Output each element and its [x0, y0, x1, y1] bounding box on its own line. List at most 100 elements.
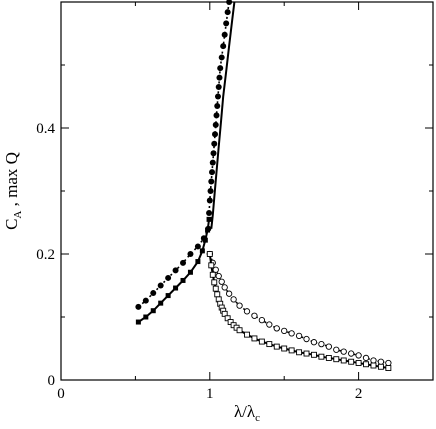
series-3-point: [236, 302, 243, 309]
series-1-point: [187, 251, 194, 257]
series-0-point: [150, 308, 156, 314]
fit-line-0: [210, 1, 236, 229]
series-4-point: [370, 362, 377, 369]
x-axis-label: λ/λc: [234, 402, 260, 424]
series-1-line: [137, 228, 210, 308]
series-2-point: [209, 169, 216, 176]
series-1-point: [135, 303, 142, 310]
series-4-point: [355, 360, 362, 366]
series-2-point: [217, 65, 224, 72]
series-2-point: [221, 31, 228, 38]
series-4-point: [206, 251, 213, 257]
series-4-point: [281, 345, 288, 352]
y-axis-label: CA , max Q: [2, 152, 24, 230]
series-4-point: [209, 271, 216, 278]
series-4-point: [288, 347, 295, 354]
y-tick-label: 0.4: [36, 121, 55, 137]
series-3-point: [288, 330, 295, 337]
series-2-point: [226, 0, 233, 5]
series-0-point: [206, 216, 212, 222]
series-1-point: [142, 297, 149, 304]
series-0-point: [180, 277, 186, 283]
series-layer: [135, 0, 392, 371]
series-3-point: [251, 312, 258, 319]
series-3-point: [258, 316, 266, 324]
series-1-point: [165, 274, 172, 281]
series-2-point: [210, 150, 217, 157]
series-2-point: [218, 54, 225, 61]
series-4-point: [340, 357, 347, 364]
series-0-point: [195, 259, 201, 265]
x-tick-label: 0: [57, 386, 65, 402]
series-1-point: [150, 290, 157, 297]
series-4-point: [266, 341, 273, 348]
series-2-point: [211, 140, 218, 147]
series-4-point: [208, 262, 215, 269]
series-4-point: [377, 363, 384, 370]
series-1-point: [172, 267, 179, 274]
x-tick-label: 1: [206, 386, 214, 402]
series-2-point: [224, 9, 231, 16]
series-0-point: [173, 285, 179, 291]
y-tick-label: 0: [48, 373, 56, 389]
axis-ticks: 0 1 2 0 0.2 0.4: [36, 2, 433, 402]
series-3-point: [362, 354, 370, 362]
series-2-point: [223, 20, 230, 27]
series-3-point: [348, 350, 355, 357]
series-4-point: [325, 355, 332, 361]
series-2-point: [206, 197, 213, 204]
series-3-point: [243, 308, 251, 315]
series-4-point: [318, 353, 325, 360]
series-2-point: [207, 188, 214, 194]
x-tick-label: 2: [355, 386, 363, 402]
series-2-point: [208, 178, 215, 185]
series-4-point: [363, 361, 369, 368]
series-0-point: [158, 300, 164, 306]
series-3-point: [266, 321, 273, 328]
series-3-point: [225, 290, 233, 297]
series-2-point: [220, 43, 227, 50]
series-3-point: [370, 357, 377, 364]
series-4-point: [236, 327, 243, 334]
series-2-line: [208, 1, 230, 214]
series-4-point: [227, 319, 234, 325]
series-3-point: [221, 284, 228, 291]
series-0-point: [135, 319, 141, 325]
series-2-point: [206, 210, 213, 217]
series-2-point: [214, 93, 221, 100]
series-2-point: [214, 102, 221, 109]
series-3-point: [310, 339, 318, 346]
series-4-point: [224, 315, 231, 322]
series-2-point: [209, 159, 216, 166]
series-4-point: [385, 365, 392, 371]
series-1-point: [194, 243, 201, 250]
series-3-point: [303, 335, 310, 343]
series-2-point: [215, 84, 222, 91]
series-3-point: [325, 343, 332, 350]
series-0-point: [143, 314, 149, 320]
series-1-point: [205, 225, 212, 232]
series-4-point: [244, 331, 250, 338]
series-3-point: [318, 340, 325, 348]
series-3-point: [273, 325, 280, 332]
series-3-point: [333, 346, 340, 353]
series-3-point: [215, 272, 222, 280]
series-4-point: [214, 291, 221, 298]
series-3-line: [209, 253, 389, 364]
series-1-point: [157, 282, 164, 289]
series-4-point: [303, 350, 310, 357]
series-0-point: [199, 248, 205, 254]
series-0-point: [165, 293, 171, 299]
series-3-point: [340, 348, 347, 355]
series-3-point: [218, 278, 225, 285]
plot-frame: [60, 1, 434, 381]
series-4-point: [333, 356, 340, 363]
y-tick-label: 0.2: [36, 247, 55, 263]
series-3-point: [212, 266, 219, 273]
series-3-point: [377, 358, 385, 365]
series-1-point: [180, 259, 187, 266]
series-4-point: [348, 358, 355, 365]
series-4-point: [296, 349, 303, 356]
series-4-point: [212, 285, 219, 292]
